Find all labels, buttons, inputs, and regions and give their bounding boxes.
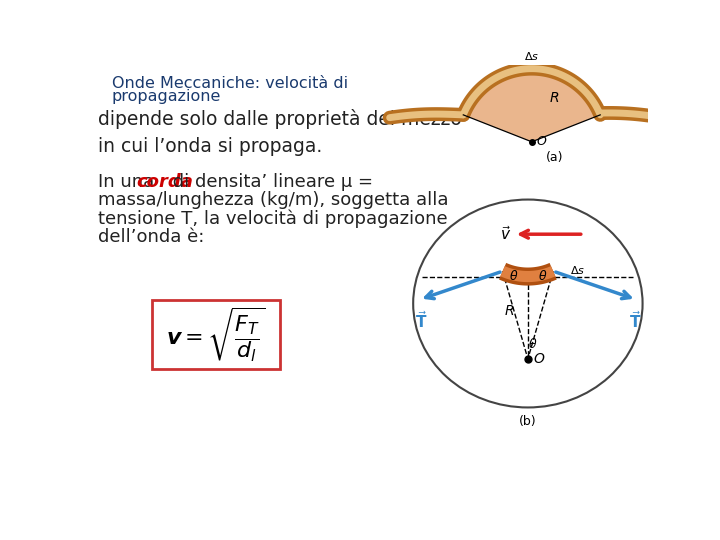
Text: propagazione: propagazione [112,90,221,104]
Polygon shape [463,69,600,142]
Text: (a): (a) [546,151,564,164]
Text: (b): (b) [519,415,536,428]
Text: $O$: $O$ [536,136,548,148]
FancyBboxPatch shape [152,300,280,369]
Text: dipende solo dalle proprietà del mezzo
in cui l’onda si propaga.: dipende solo dalle proprietà del mezzo i… [98,110,462,156]
Text: di densita’ lineare μ =: di densita’ lineare μ = [167,173,373,191]
Text: massa/lunghezza (kg/m), soggetta alla: massa/lunghezza (kg/m), soggetta alla [98,191,449,209]
Text: $\theta$: $\theta$ [538,269,547,283]
Text: dell’onda è:: dell’onda è: [98,228,204,246]
Text: $R$: $R$ [549,91,559,105]
Text: corda: corda [137,173,194,191]
Text: $\theta$: $\theta$ [528,336,537,350]
Text: tensione T, la velocità di propagazione: tensione T, la velocità di propagazione [98,210,447,228]
Text: Onde Meccaniche: velocità di: Onde Meccaniche: velocità di [112,76,348,91]
Text: $R$: $R$ [503,304,514,318]
Text: $\theta$: $\theta$ [509,269,518,283]
Text: $\Delta s$: $\Delta s$ [570,265,585,276]
Text: $\Delta s$: $\Delta s$ [524,51,539,63]
Text: $\vec{v}$: $\vec{v}$ [500,225,510,243]
Text: $\vec{\mathbf{T}}$: $\vec{\mathbf{T}}$ [629,310,641,332]
Text: $\boldsymbol{v} = \sqrt{\dfrac{F_T}{d_l}}$: $\boldsymbol{v} = \sqrt{\dfrac{F_T}{d_l}… [166,305,266,363]
Text: $\vec{\mathbf{T}}$: $\vec{\mathbf{T}}$ [415,310,427,332]
Text: In una: In una [98,173,160,191]
Ellipse shape [413,200,642,408]
Text: $O$: $O$ [534,352,546,366]
